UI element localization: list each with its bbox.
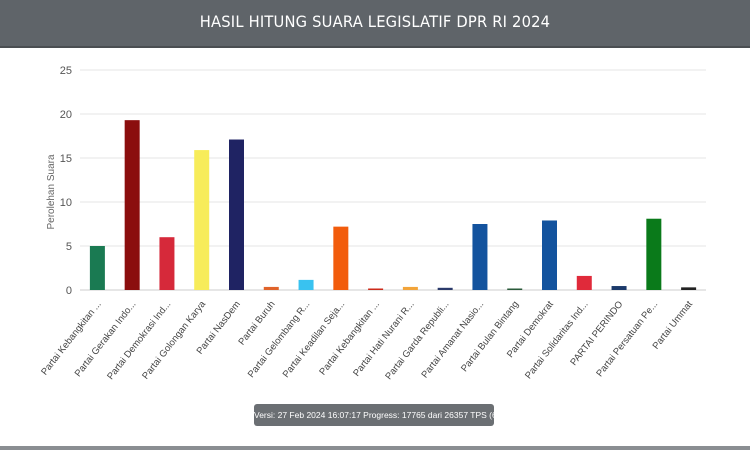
bar-12 [472, 224, 488, 290]
chart-area: 0 5 10 15 20 25 Perolehan Suara Partai Kebangki… [0, 48, 750, 450]
x-tick-label-2: Partai Gerakan Indo... [73, 299, 139, 379]
bar-16 [611, 286, 627, 290]
y-tick-label-5: 5 [66, 241, 72, 253]
version-progress-badge: Versi: 27 Feb 2024 16:07:17 Progress: 17… [254, 404, 524, 426]
x-tick-label-12: Partai Amanat Nasio... [419, 299, 486, 380]
bar-1 [89, 246, 105, 290]
page-title: HASIL HITUNG SUARA LEGISLATIF DPR RI 202… [199, 12, 551, 31]
bar-8 [333, 226, 349, 290]
y-tick-label-0: 0 [66, 285, 72, 297]
y-tick-label-20: 20 [60, 109, 72, 121]
x-tick-label-8: Partai Keadilan Seja... [281, 299, 348, 380]
bar-11 [437, 287, 453, 290]
y-axis-label: Perolehan Suara [46, 154, 57, 229]
x-tick-label-10: Partai Hati Nurani R... [351, 299, 417, 379]
header-bar: HASIL HITUNG SUARA LEGISLATIF DPR RI 202… [0, 0, 750, 48]
y-tick-label-25: 25 [60, 65, 72, 77]
x-tick-label-17: Partai Persatuan Pe... [594, 299, 660, 379]
bottom-divider [0, 446, 750, 450]
x-tick-label-9: Partai Kebangkitan ... [317, 299, 382, 377]
bar-9 [368, 288, 384, 290]
bar-17 [646, 218, 662, 290]
bar-2 [124, 120, 140, 290]
bar-6 [263, 286, 279, 290]
y-tick-label-10: 10 [60, 197, 72, 209]
bar-7 [298, 279, 314, 290]
bar-4 [194, 150, 210, 290]
bar-14 [542, 220, 557, 290]
bar-18 [681, 287, 697, 290]
bar-chart: 0 5 10 15 20 25 Perolehan Suara Partai Kebangki… [39, 65, 706, 382]
bar-3 [159, 237, 175, 290]
x-tick-label-7: Partai Gelombang R... [246, 299, 313, 380]
x-tick-label-15: Partai Solidaritas Ind... [523, 299, 591, 381]
bar-15 [576, 275, 592, 290]
bar-5 [229, 139, 244, 290]
bar-10 [402, 286, 418, 290]
x-tick-label-4: Partai Golongan Karya [140, 299, 208, 382]
y-tick-label-15: 15 [60, 153, 72, 165]
x-tick-label-3: Partai Demokrasi Ind... [105, 299, 173, 382]
x-tick-label-1: Partai Kebangkitan ... [39, 299, 104, 377]
bar-13 [507, 288, 523, 290]
x-tick-label-11: Partai Garda Republi... [383, 299, 451, 382]
